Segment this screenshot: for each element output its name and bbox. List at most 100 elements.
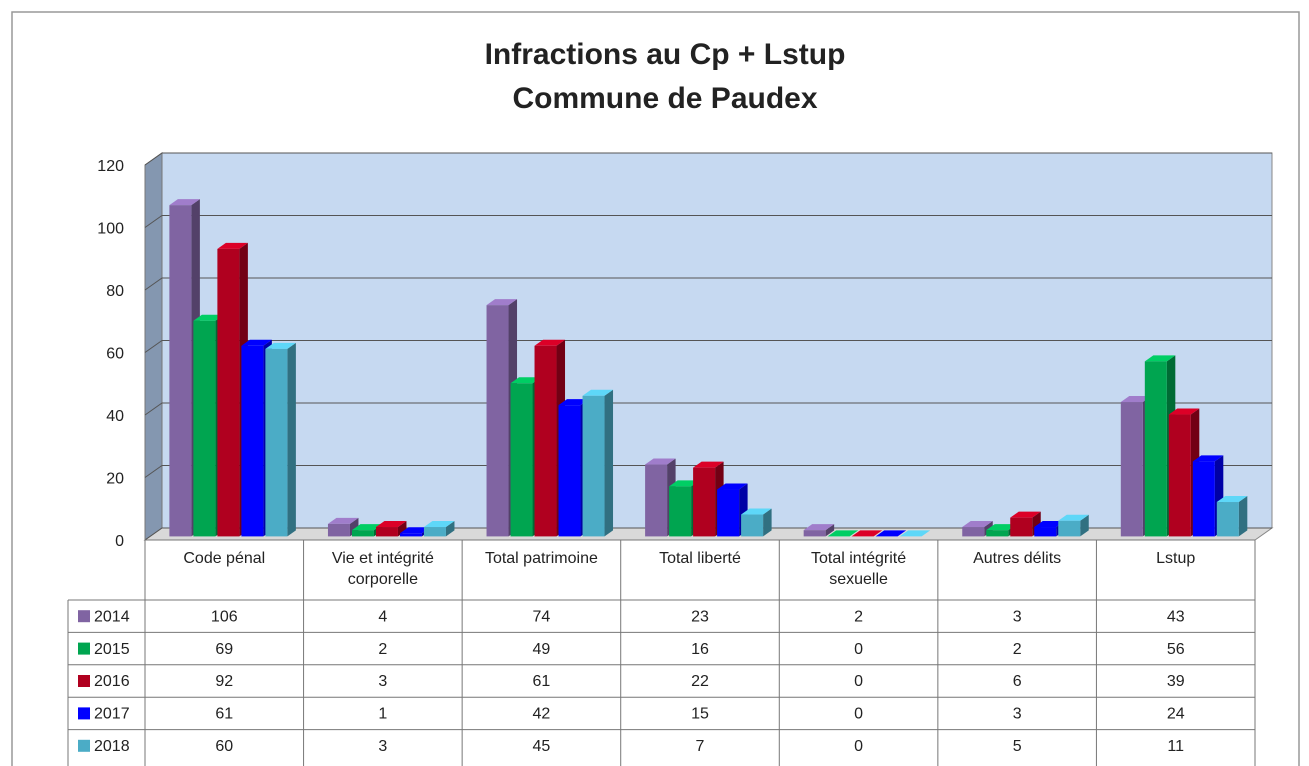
bar — [1120, 402, 1143, 537]
chart-title: Infractions au Cp + Lstup — [485, 38, 846, 71]
table-value: 22 — [691, 673, 709, 690]
table-value: 7 — [696, 738, 705, 755]
grid-line — [144, 340, 1272, 353]
bar-top — [645, 458, 676, 465]
x-tick-label: Code pénal — [183, 550, 266, 567]
table-value: 3 — [1013, 608, 1022, 625]
table-value: 43 — [1167, 608, 1185, 625]
x-tick-label: Lstup — [1156, 550, 1196, 567]
table-value: 92 — [215, 673, 233, 690]
category-cell: Autres délits — [973, 550, 1062, 567]
table-value: 0 — [854, 738, 863, 755]
bar — [986, 530, 1009, 537]
bar — [669, 486, 692, 537]
table-value: 45 — [533, 738, 551, 755]
y-tick-label: 120 — [97, 158, 124, 175]
category-cell: Lstup — [1156, 550, 1196, 567]
table-value: 49 — [533, 641, 551, 658]
category-cell: Vie et intégrité corporelle — [331, 550, 434, 588]
bar — [423, 527, 446, 537]
bar — [169, 205, 192, 537]
grid-line — [144, 402, 1272, 416]
table-value: 23 — [691, 608, 709, 625]
category-cell: Total liberté — [659, 550, 741, 567]
legend-swatch — [78, 707, 90, 720]
bar — [217, 248, 240, 537]
category-cell: Total patrimoine — [485, 550, 598, 567]
table-value: 11 — [1167, 738, 1184, 755]
grid-line — [144, 527, 1272, 541]
bar-top — [1216, 496, 1248, 503]
bar-top — [1144, 355, 1176, 362]
bar-side — [1238, 496, 1248, 537]
table-value: 2 — [1013, 641, 1022, 658]
frame — [11, 11, 1300, 766]
bar-top — [669, 480, 700, 487]
table-value: 39 — [1167, 673, 1185, 690]
bar-top — [375, 521, 407, 528]
bar-top — [986, 524, 1017, 531]
legend-label: 2016 — [94, 673, 130, 690]
bar — [510, 383, 533, 537]
table-value: 0 — [854, 706, 863, 723]
bar — [193, 320, 216, 537]
bar-top — [693, 461, 724, 468]
legend-label: 2015 — [94, 641, 130, 658]
bar — [962, 527, 985, 537]
bar-top — [827, 530, 859, 537]
bar — [534, 345, 557, 537]
grid-line — [144, 152, 1272, 166]
bar — [351, 530, 374, 537]
bar-top — [1034, 521, 1065, 528]
bar — [1058, 520, 1081, 537]
x-tick-label: Autres délits — [973, 550, 1062, 567]
table-value: 2 — [854, 608, 863, 625]
bar-top — [962, 521, 993, 528]
bar-top — [193, 314, 224, 321]
bar-side — [825, 524, 835, 537]
bar-top — [1120, 396, 1152, 403]
category-cell: Code pénal — [183, 550, 266, 567]
legend-swatch — [78, 642, 90, 655]
legend-swatch — [78, 739, 90, 752]
bar-top — [899, 530, 931, 537]
y-tick-label: 60 — [106, 346, 124, 363]
table-value: 61 — [215, 706, 233, 723]
bar-top — [351, 524, 383, 531]
bar — [375, 527, 398, 537]
legend-label: 2017 — [94, 706, 130, 723]
bar — [803, 530, 826, 537]
bar-top — [399, 527, 431, 534]
bar — [399, 533, 422, 537]
x-tick-label: Vie et intégrité corporelle — [331, 550, 434, 588]
bar-top — [1168, 408, 1200, 415]
x-tick-label: Total intégrité sexuelle — [810, 550, 907, 588]
legend-label: 2014 — [94, 608, 130, 625]
bar-top — [265, 342, 296, 349]
table-value: 74 — [533, 608, 551, 625]
bar-top — [1058, 514, 1089, 521]
category-cell: Total intégrité sexuelle — [810, 550, 907, 588]
bar — [1216, 502, 1239, 537]
bar — [327, 523, 350, 537]
bar-side — [445, 521, 455, 537]
bar-side — [763, 508, 772, 537]
table-value: 3 — [378, 738, 387, 755]
table-value: 56 — [1167, 641, 1185, 658]
table-value: 69 — [215, 641, 233, 658]
y-tick-label: 0 — [115, 533, 124, 550]
table-value: 60 — [215, 738, 233, 755]
bar-side — [397, 521, 407, 537]
y-tick-label: 80 — [106, 283, 124, 300]
bar — [241, 345, 264, 537]
y-tick-label: 100 — [97, 221, 124, 238]
table-value: 0 — [854, 641, 863, 658]
x-tick-label: Total liberté — [659, 550, 741, 567]
bar-top — [803, 524, 835, 531]
bar — [558, 405, 581, 537]
bar — [1010, 517, 1033, 537]
table-value: 61 — [533, 673, 551, 690]
bar-top — [741, 508, 772, 515]
table-value: 24 — [1167, 706, 1185, 723]
table-value: 6 — [1013, 673, 1022, 690]
